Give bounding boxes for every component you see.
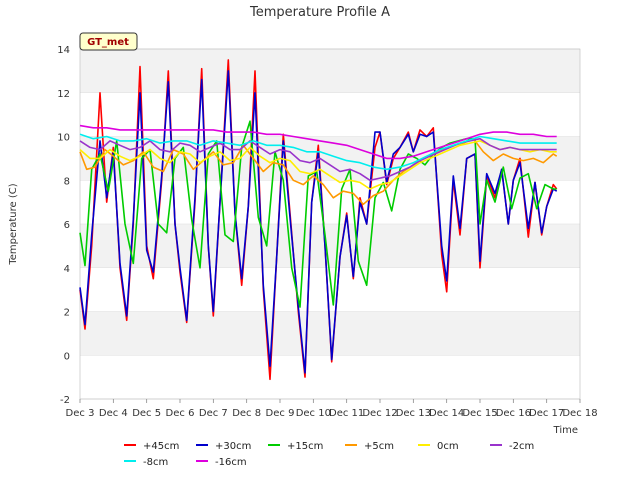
plot-area (79, 48, 581, 400)
x-tick-label: Dec 8 (232, 408, 261, 419)
x-tick-label: Dec 3 (66, 408, 95, 419)
x-tick-label: Dec 6 (166, 408, 195, 419)
legend-label: -8cm (143, 457, 168, 468)
y-axis-label: Temperature (C) (8, 183, 19, 265)
y-tick-label: 0 (64, 351, 70, 362)
y-tick-label: 14 (57, 45, 70, 56)
series-line (79, 137, 557, 182)
y-tick-label: 8 (64, 176, 70, 187)
y-tick-label: 2 (64, 308, 70, 319)
x-tick-label: Dec 15 (462, 408, 497, 419)
grid-band (80, 49, 580, 93)
legend-label: +30cm (215, 441, 251, 452)
y-tick-label: 4 (64, 264, 70, 275)
x-tick-label: Dec 14 (429, 408, 464, 419)
x-tick-labels: Dec 3 Dec 4 Dec 5 Dec 6 Dec 7 Dec 8 Dec 9 Dec 1… (66, 399, 598, 419)
series-line (79, 137, 558, 206)
gt-met-badge: GT_met (79, 32, 138, 51)
y-tick-label: 6 (64, 220, 70, 231)
svg-text:GT_met: GT_met (87, 37, 129, 48)
legend: +45cm +30cm +15cm +5cm 0cm -2cm -8cm -16cm (124, 441, 534, 468)
x-tick-label: Dec 18 (562, 408, 597, 419)
x-tick-label: Dec 4 (99, 408, 128, 419)
x-tick-label: Dec 5 (132, 408, 161, 419)
y-tick-label: 12 (57, 89, 70, 100)
x-tick-label: Dec 7 (199, 408, 228, 419)
x-tick-label: Dec 11 (329, 408, 364, 419)
x-tick-label: Dec 9 (266, 408, 295, 419)
x-tick-label: Dec 12 (362, 408, 397, 419)
y-tick-label: -2 (60, 395, 70, 406)
chart-title: Temperature Profile A (249, 5, 390, 20)
legend-label: +15cm (287, 441, 323, 452)
x-tick-label: Dec 13 (396, 408, 431, 419)
legend-label: 0cm (437, 441, 459, 452)
x-tick-label: Dec 10 (296, 408, 331, 419)
legend-label: -2cm (509, 441, 534, 452)
series-line (79, 124, 557, 160)
grid-band (80, 224, 580, 268)
legend-label: +45cm (143, 441, 179, 452)
legend-label: -16cm (215, 457, 247, 468)
series-group (79, 59, 558, 381)
legend-label: +5cm (364, 441, 394, 452)
y-tick-label: 10 (57, 133, 70, 144)
x-tick-label: Dec 16 (496, 408, 531, 419)
series-line (79, 140, 557, 190)
x-axis-label: Time (553, 425, 578, 436)
series-line (79, 70, 558, 374)
y-tick-labels: -2 0 2 4 6 8 10 12 14 (57, 45, 70, 406)
x-tick-label: Dec 17 (529, 408, 564, 419)
series-line (79, 120, 557, 308)
series-line (79, 133, 557, 171)
